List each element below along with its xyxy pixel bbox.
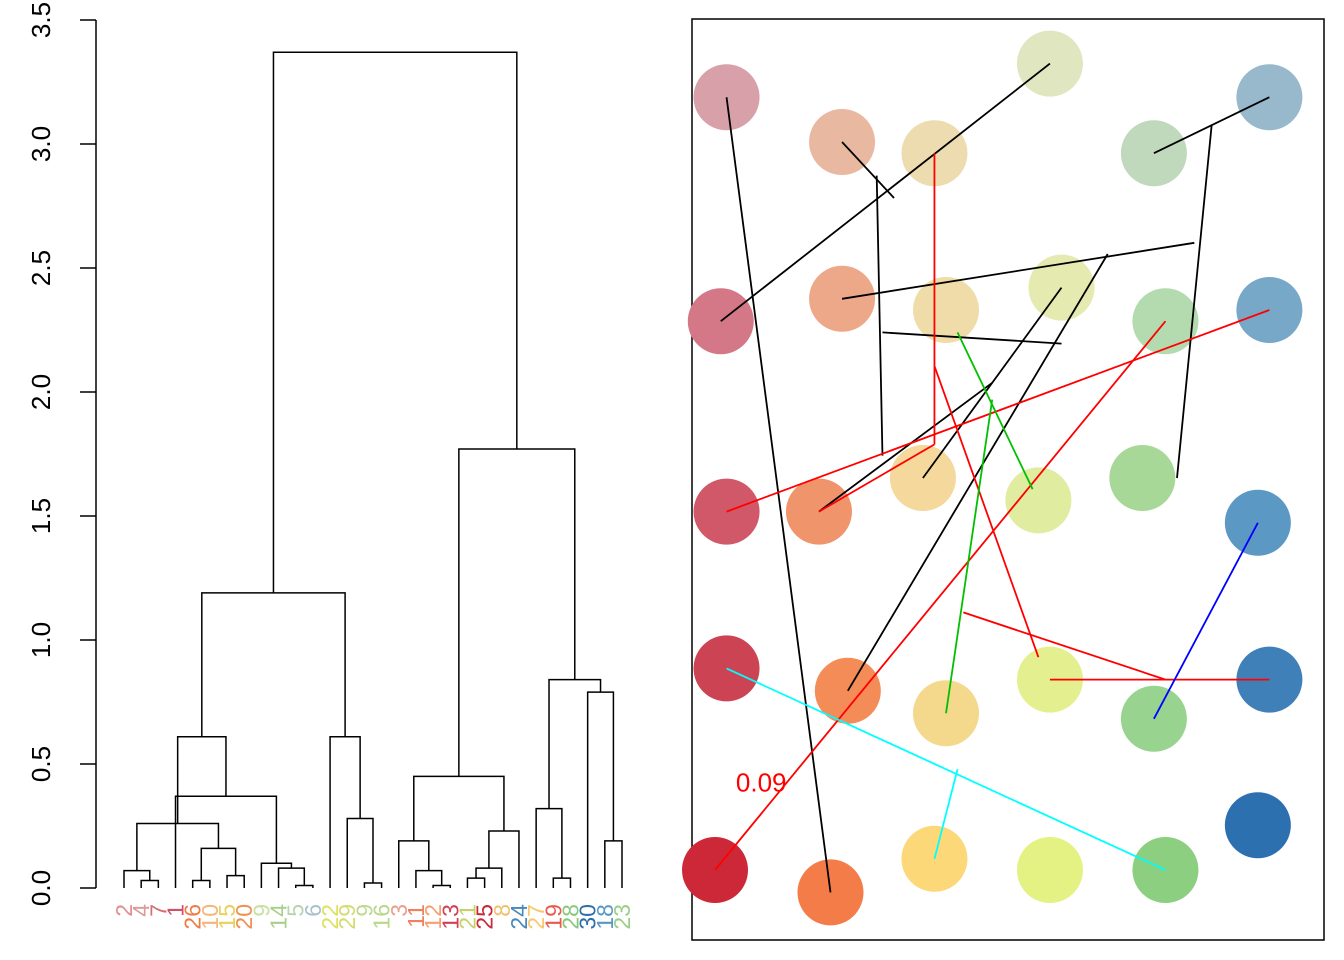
dendrogram-link: [226, 874, 245, 888]
dendrogram-y-axis: 0.0 0.5 1.0 1.5 2.0 2.5 3.0 3.5: [26, 2, 97, 906]
leaf-label: 28: [557, 904, 583, 930]
network-node: [1005, 467, 1072, 534]
network-edge: [956, 332, 1034, 490]
dendrogram-link: [272, 51, 518, 593]
network-edge: [818, 382, 993, 513]
leaf-label: 21: [454, 904, 480, 930]
leaf-label: 8: [489, 904, 515, 917]
leaf-label: 25: [472, 904, 498, 930]
leaf-label: 7: [145, 904, 171, 917]
leaf-label: 27: [523, 904, 549, 930]
dendrogram-link: [552, 877, 572, 888]
dendrogram-panel: 0.00.51.01.52.02.53.03.5 247126101520914…: [26, 2, 635, 930]
network-plot-frame: [691, 18, 1325, 941]
network-edge: [818, 443, 935, 513]
network-edge: [1176, 125, 1213, 479]
edge-weight-label: 0.09: [736, 768, 787, 798]
leaf-label: 20: [231, 904, 257, 930]
network-edge: [1153, 522, 1259, 720]
network-edge: [847, 253, 1109, 692]
dendrogram-leaf-labels: 2471261015209145622299163111213212582427…: [111, 904, 635, 930]
leaf-label: 12: [420, 904, 446, 930]
leaf-label: 26: [180, 904, 206, 930]
network-edge: [882, 331, 1062, 345]
leaf-label: 15: [214, 904, 240, 930]
dendrogram-link: [604, 840, 623, 888]
network-node: [1016, 837, 1083, 903]
leaf-label: 9: [248, 904, 274, 917]
leaf-label: 16: [369, 904, 395, 930]
dendrogram-link: [329, 735, 361, 888]
leaf-label: 18: [592, 904, 618, 930]
dendrogram-link: [363, 882, 383, 888]
leaf-label: 24: [506, 904, 532, 930]
leaf-label: 6: [300, 904, 326, 917]
y-tick-label: 2.5: [26, 250, 56, 286]
network-edge: [933, 768, 959, 860]
dendrogram-link: [201, 592, 346, 737]
dendrogram-link: [191, 879, 211, 888]
leaf-label: 11: [403, 904, 429, 928]
y-tick-label: 1.5: [26, 498, 56, 534]
dendrogram-link: [586, 691, 615, 888]
network-edge: [726, 667, 1166, 871]
leaf-label: 3: [386, 904, 412, 917]
network-edges: [714, 62, 1270, 893]
dendrogram-link: [488, 830, 520, 888]
dendrogram-link: [123, 869, 151, 888]
dendrogram-links: [123, 51, 623, 888]
leaf-label: 29: [334, 904, 360, 930]
network-annotations: 0.09: [736, 768, 787, 798]
dendrogram-link: [294, 884, 314, 888]
network-edge: [945, 399, 994, 714]
leaf-label: 14: [266, 904, 292, 930]
network-node: [1109, 445, 1176, 511]
network-node: [913, 277, 979, 343]
leaf-label: 30: [575, 904, 601, 930]
network-edge: [963, 611, 1166, 681]
network-edge: [726, 309, 1270, 513]
leaf-label: 10: [197, 904, 223, 930]
y-tick-label: 3.0: [26, 126, 56, 162]
dendrogram-link: [432, 884, 452, 888]
dendrogram-link: [548, 678, 602, 809]
y-tick-label: 3.5: [26, 2, 56, 38]
y-tick-label: 2.0: [26, 374, 56, 410]
dendrogram-link: [260, 862, 293, 888]
leaf-label: 1: [163, 904, 189, 917]
network-panel: 0.09: [682, 18, 1325, 941]
network-edge: [714, 320, 1167, 871]
leaf-label: 5: [283, 904, 309, 917]
dendrogram-link: [346, 817, 374, 888]
leaf-label: 4: [128, 904, 154, 917]
dendrogram-link: [458, 448, 576, 777]
dendrogram-link: [136, 822, 220, 871]
network-edge: [841, 241, 1195, 300]
dendrogram-link: [176, 735, 227, 824]
dendrogram-link: [535, 807, 563, 888]
y-tick-label: 0.0: [26, 870, 56, 906]
network-edge: [725, 97, 832, 893]
leaf-label: 22: [317, 904, 343, 930]
leaf-label: 13: [437, 904, 463, 930]
network-edge: [875, 175, 884, 456]
leaf-label: 9: [351, 904, 377, 917]
leaf-label: 23: [609, 904, 635, 930]
network-edge: [922, 287, 1063, 479]
dendrogram-link: [398, 840, 430, 888]
leaf-label: 19: [540, 904, 566, 930]
network-edge: [933, 365, 1040, 658]
y-tick-label: 1.0: [26, 622, 56, 658]
y-tick-label: 0.5: [26, 746, 56, 782]
leaf-label: 2: [111, 904, 137, 917]
network-node: [1224, 792, 1291, 859]
network-edge: [720, 62, 1051, 322]
dendrogram-link: [466, 877, 486, 888]
network-edge: [841, 141, 895, 199]
dendrogram-link: [140, 879, 160, 888]
